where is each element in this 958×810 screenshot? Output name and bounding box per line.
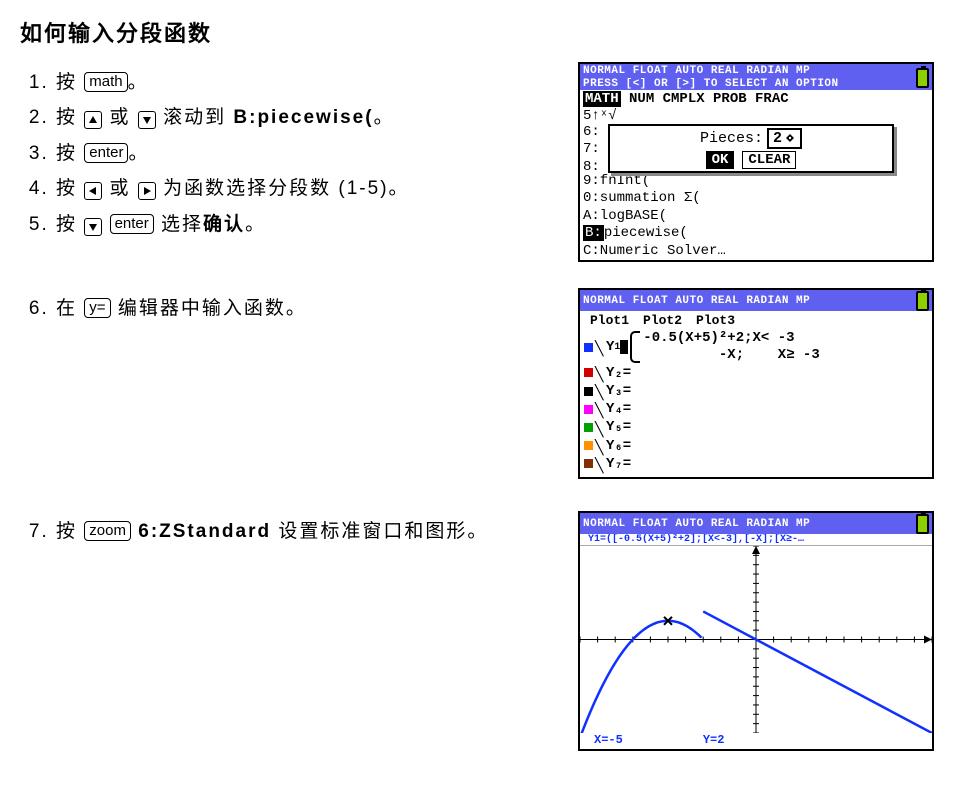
plot3: Plot3 <box>696 313 735 328</box>
page-title: 如何输入分段函数 <box>20 16 938 48</box>
coord-x: X=-5 <box>594 733 623 747</box>
key-math: math <box>84 72 127 92</box>
pieces-label: Pieces: <box>700 130 763 147</box>
tab-math: MATH <box>583 91 621 107</box>
step-1: 按 math。 <box>56 68 560 97</box>
step-5: 按 enter 选择确认。 <box>56 210 560 239</box>
status-line-y: NORMAL FLOAT AUTO REAL RADIAN MP <box>583 295 912 308</box>
y6-color <box>584 441 593 450</box>
y4-color <box>584 405 593 414</box>
step-4: 按 或 为函数选择分段数 (1-5)。 <box>56 174 560 203</box>
step-3: 按 enter。 <box>56 139 560 168</box>
status-line-g: NORMAL FLOAT AUTO REAL RADIAN MP <box>583 518 912 531</box>
key-up <box>84 111 102 129</box>
menu-B: B:piecewise( <box>580 225 932 243</box>
y2-color <box>584 368 593 377</box>
key-right <box>138 182 156 200</box>
step-6: 在 y= 编辑器中输入函数。 <box>56 294 560 323</box>
menu-A: A:logBASE( <box>580 208 932 226</box>
calc-screen-math-menu: NORMAL FLOAT AUTO REAL RADIAN MP PRESS [… <box>578 62 934 262</box>
key-down-2 <box>84 218 102 236</box>
step-2: 按 或 滚动到 B:piecewise(。 <box>56 103 560 132</box>
y7-color <box>584 459 593 468</box>
ok-button[interactable]: OK <box>706 151 735 169</box>
key-down <box>138 111 156 129</box>
y5-color <box>584 423 593 432</box>
key-zoom: zoom <box>84 521 131 541</box>
y1-color <box>584 343 593 352</box>
y2-line: ╲Y₂= <box>580 364 932 382</box>
menu-C: C:Numeric Solver… <box>580 243 932 261</box>
tabs-rest: NUM CMPLX PROB FRAC <box>621 91 789 107</box>
y1-line: ╲Y1 -0.5(X+5)²+2;X< -3 -X; X≥ -3 <box>580 330 932 364</box>
y5-line: ╲Y₅= <box>580 418 932 436</box>
plot1: Plot1 <box>590 313 629 328</box>
pieces-value[interactable]: 2 <box>767 128 802 149</box>
key-yequals: y= <box>84 298 110 318</box>
battery-icon-3 <box>916 514 929 534</box>
key-left <box>84 182 102 200</box>
graph-y1-expr: Y1=([-0.5(X+5)²+2];[X<-3],[-X];[X≥-… <box>580 534 932 545</box>
plot2: Plot2 <box>643 313 682 328</box>
calc-screen-yeditor: NORMAL FLOAT AUTO REAL RADIAN MP Plot1 P… <box>578 288 934 479</box>
status-line-1: NORMAL FLOAT AUTO REAL RADIAN MP <box>583 65 912 78</box>
y4-line: ╲Y₄= <box>580 400 932 418</box>
key-enter-2: enter <box>110 214 154 234</box>
battery-icon <box>916 68 929 88</box>
coord-y: Y=2 <box>703 733 725 747</box>
calc-screen-graph: NORMAL FLOAT AUTO REAL RADIAN MP Y1=([-0… <box>578 511 934 751</box>
status-line-2: PRESS [<] OR [>] TO SELECT AN OPTION <box>583 78 912 91</box>
graph-area <box>580 545 932 733</box>
pieces-dialog: Pieces: 2 OK CLEAR <box>608 124 894 173</box>
y3-line: ╲Y₃= <box>580 382 932 400</box>
y3-color <box>584 387 593 396</box>
key-enter: enter <box>84 143 128 163</box>
y6-line: ╲Y₆= <box>580 437 932 455</box>
battery-icon-2 <box>916 291 929 311</box>
clear-button[interactable]: CLEAR <box>742 151 796 169</box>
y7-line: ╲Y₇= <box>580 455 932 473</box>
menu-0: 0:summation Σ( <box>580 190 932 208</box>
step-7: 按 zoom 6:ZStandard 设置标准窗口和图形。 <box>56 517 560 546</box>
menu-9: 9:fnInt( <box>580 173 932 191</box>
